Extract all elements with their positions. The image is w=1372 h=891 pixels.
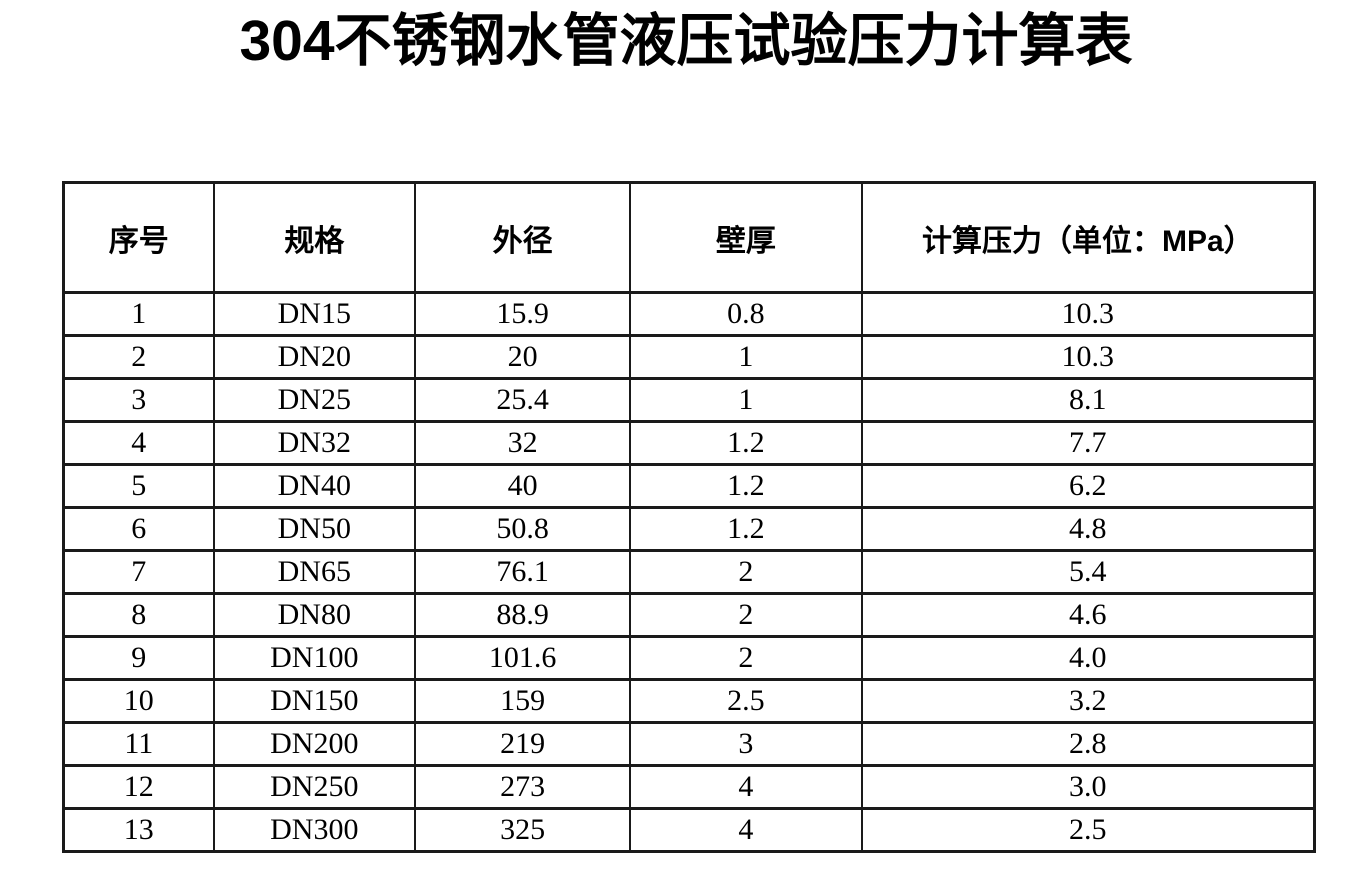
cell-pressure: 3.0 [860, 764, 1316, 811]
cell-spec: DN150 [212, 678, 417, 725]
cell-od: 15.9 [414, 291, 632, 338]
cell-wall: 1 [629, 377, 863, 424]
pressure-calculation-table: 序号 规格 外径 壁厚 计算压力（单位：MPa） 1 DN15 15.9 0.8 10.… [62, 181, 1316, 854]
cell-spec: DN65 [212, 549, 417, 596]
cell-spec: DN40 [212, 463, 417, 510]
cell-spec: DN100 [212, 635, 417, 682]
cell-index: 8 [62, 592, 215, 639]
cell-od: 273 [414, 764, 632, 811]
cell-spec: DN15 [212, 291, 417, 338]
cell-pressure: 8.1 [860, 377, 1316, 424]
column-header-spec: 规格 [212, 181, 417, 295]
cell-index: 3 [62, 377, 215, 424]
cell-spec: DN250 [212, 764, 417, 811]
cell-wall: 4 [629, 764, 863, 811]
cell-od: 40 [414, 463, 632, 510]
cell-od: 32 [414, 420, 632, 467]
table-row: 10 DN150 159 2.5 3.2 [62, 678, 1316, 725]
cell-wall: 2.5 [629, 678, 863, 725]
cell-index: 11 [62, 721, 215, 768]
table-header-row: 序号 规格 外径 壁厚 计算压力（单位：MPa） [62, 181, 1316, 295]
cell-index: 13 [62, 807, 215, 854]
cell-wall: 2 [629, 549, 863, 596]
cell-index: 7 [62, 549, 215, 596]
cell-pressure: 4.0 [860, 635, 1316, 682]
table-body: 1 DN15 15.9 0.8 10.3 2 DN20 20 1 10.3 3 DN25 25.4 1 8.… [62, 291, 1316, 854]
cell-pressure: 10.3 [860, 291, 1316, 338]
cell-spec: DN20 [212, 334, 417, 381]
cell-index: 1 [62, 291, 215, 338]
document-page: 304不锈钢水管液压试验压力计算表 序号 规格 外径 壁厚 计算压力（单位：MP… [0, 6, 1372, 891]
cell-pressure: 2.5 [860, 807, 1316, 854]
cell-pressure: 10.3 [860, 334, 1316, 381]
cell-spec: DN300 [212, 807, 417, 854]
cell-index: 10 [62, 678, 215, 725]
table-row: 4 DN32 32 1.2 7.7 [62, 420, 1316, 467]
document-title: 304不锈钢水管液压试验压力计算表 [239, 9, 1133, 73]
cell-index: 2 [62, 334, 215, 381]
cell-index: 4 [62, 420, 215, 467]
table-row: 12 DN250 273 4 3.0 [62, 764, 1316, 811]
cell-wall: 3 [629, 721, 863, 768]
cell-od: 219 [414, 721, 632, 768]
cell-spec: DN80 [212, 592, 417, 639]
table-row: 13 DN300 325 4 2.5 [62, 807, 1316, 854]
table-row: 6 DN50 50.8 1.2 4.8 [62, 506, 1316, 553]
table-row: 2 DN20 20 1 10.3 [62, 334, 1316, 381]
cell-pressure: 4.8 [860, 506, 1316, 553]
cell-wall: 1 [629, 334, 863, 381]
column-header-pressure: 计算压力（单位：MPa） [860, 181, 1316, 295]
column-header-od: 外径 [414, 181, 632, 295]
table-row: 3 DN25 25.4 1 8.1 [62, 377, 1316, 424]
cell-wall: 1.2 [629, 506, 863, 553]
table-row: 1 DN15 15.9 0.8 10.3 [62, 291, 1316, 338]
column-header-wall: 壁厚 [629, 181, 863, 295]
table-row: 9 DN100 101.6 2 4.0 [62, 635, 1316, 682]
table-row: 11 DN200 219 3 2.8 [62, 721, 1316, 768]
table-header: 序号 规格 外径 壁厚 计算压力（单位：MPa） [62, 181, 1316, 295]
cell-pressure: 5.4 [860, 549, 1316, 596]
table-row: 5 DN40 40 1.2 6.2 [62, 463, 1316, 510]
cell-index: 5 [62, 463, 215, 510]
cell-pressure: 2.8 [860, 721, 1316, 768]
cell-wall: 0.8 [629, 291, 863, 338]
cell-wall: 1.2 [629, 420, 863, 467]
cell-od: 88.9 [414, 592, 632, 639]
cell-pressure: 7.7 [860, 420, 1316, 467]
cell-od: 325 [414, 807, 632, 854]
cell-pressure: 4.6 [860, 592, 1316, 639]
cell-index: 9 [62, 635, 215, 682]
cell-spec: DN50 [212, 506, 417, 553]
cell-spec: DN32 [212, 420, 417, 467]
cell-od: 20 [414, 334, 632, 381]
cell-pressure: 6.2 [860, 463, 1316, 510]
table-row: 7 DN65 76.1 2 5.4 [62, 549, 1316, 596]
cell-od: 159 [414, 678, 632, 725]
cell-wall: 2 [629, 592, 863, 639]
cell-od: 50.8 [414, 506, 632, 553]
cell-index: 6 [62, 506, 215, 553]
column-header-index: 序号 [62, 181, 215, 295]
cell-spec: DN200 [212, 721, 417, 768]
table-row: 8 DN80 88.9 2 4.6 [62, 592, 1316, 639]
cell-od: 25.4 [414, 377, 632, 424]
cell-wall: 4 [629, 807, 863, 854]
cell-wall: 1.2 [629, 463, 863, 510]
cell-od: 76.1 [414, 549, 632, 596]
cell-index: 12 [62, 764, 215, 811]
cell-od: 101.6 [414, 635, 632, 682]
cell-spec: DN25 [212, 377, 417, 424]
cell-wall: 2 [629, 635, 863, 682]
cell-pressure: 3.2 [860, 678, 1316, 725]
